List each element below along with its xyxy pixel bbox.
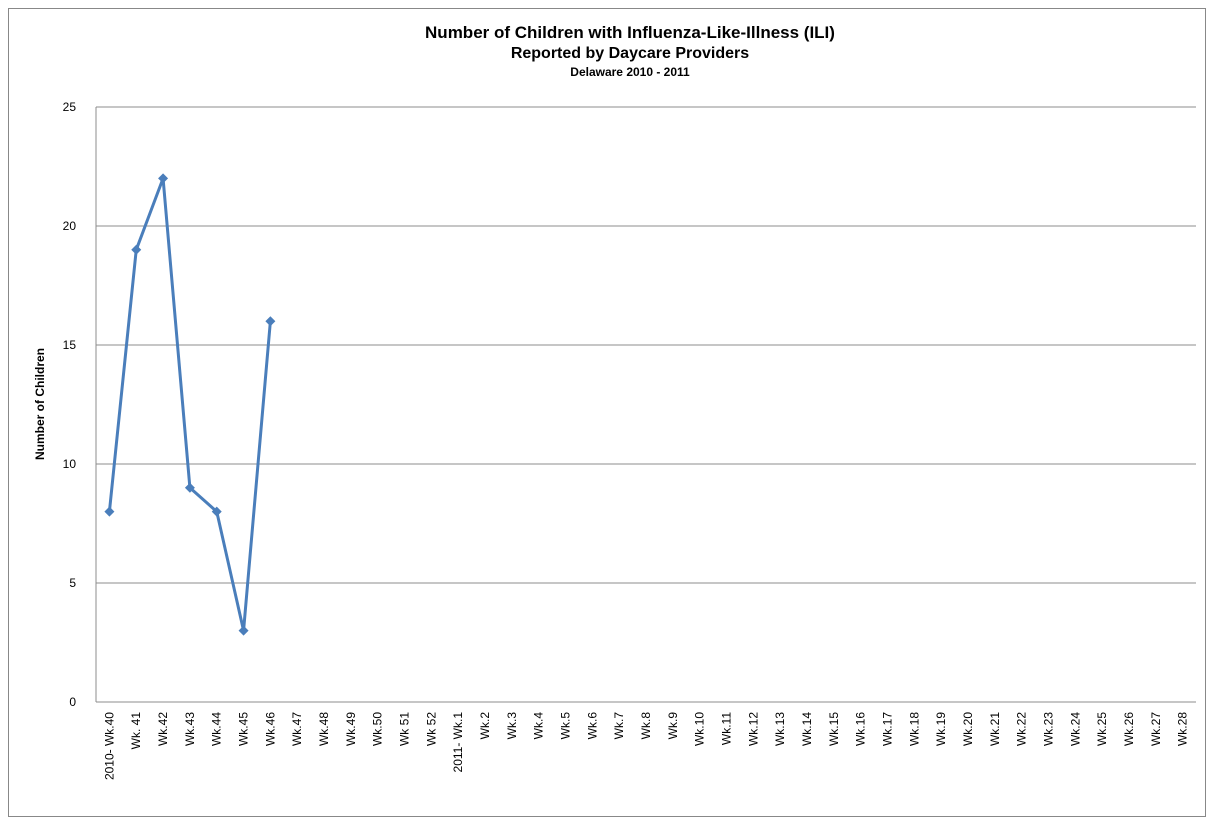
x-tick-label: Wk.6 xyxy=(585,712,599,740)
x-tick-label: Wk.43 xyxy=(183,712,197,746)
x-tick-label: Wk.9 xyxy=(666,712,680,740)
x-tick-label: Wk.4 xyxy=(532,712,546,740)
data-marker xyxy=(158,173,169,184)
x-tick-label: Wk.25 xyxy=(1095,712,1109,746)
x-tick-label: Wk.47 xyxy=(290,712,304,746)
y-tick-label: 5 xyxy=(69,576,76,590)
chart-title: Number of Children with Influenza-Like-I… xyxy=(425,23,835,42)
data-marker xyxy=(104,506,115,517)
x-tick-label: Wk.20 xyxy=(961,712,975,746)
x-tick-label: Wk.27 xyxy=(1149,712,1163,746)
data-marker xyxy=(131,244,142,255)
x-tick-label: Wk.12 xyxy=(746,712,760,746)
x-tick-label: Wk.8 xyxy=(639,712,653,740)
data-marker xyxy=(265,316,276,327)
x-tick-label: Wk.3 xyxy=(505,712,519,740)
x-tick-label: Wk.46 xyxy=(263,712,277,746)
y-tick-label: 10 xyxy=(63,457,77,471)
x-tick-label: Wk.48 xyxy=(317,712,331,746)
data-marker xyxy=(211,506,222,517)
data-marker xyxy=(184,482,195,493)
x-tick-label: Wk.10 xyxy=(693,712,707,746)
x-tick-label: Wk.7 xyxy=(612,712,626,740)
x-tick-label: 2011- Wk.1 xyxy=(451,712,465,773)
x-tick-label: Wk.17 xyxy=(880,712,894,746)
x-tick-label: Wk 51 xyxy=(398,712,412,746)
x-tick-label: Wk.21 xyxy=(988,712,1002,746)
x-tick-label: Wk.5 xyxy=(559,712,573,740)
x-tick-label: Wk.28 xyxy=(1176,712,1190,746)
x-tick-label: Wk.42 xyxy=(156,712,170,746)
x-tick-label: Wk.45 xyxy=(237,712,251,746)
x-tick-label: Wk.2 xyxy=(478,712,492,740)
x-tick-label: Wk.13 xyxy=(773,712,787,746)
chart-border xyxy=(8,8,1206,817)
chart-subtitle: Reported by Daycare Providers xyxy=(511,45,749,62)
y-tick-label: 25 xyxy=(63,100,77,114)
chart-subtitle: Delaware 2010 - 2011 xyxy=(570,65,690,79)
x-tick-label: Wk.24 xyxy=(1068,712,1082,746)
y-tick-label: 0 xyxy=(69,695,76,709)
x-tick-label: Wk. 41 xyxy=(129,712,143,750)
x-tick-label: Wk.26 xyxy=(1122,712,1136,746)
y-tick-label: 15 xyxy=(63,338,77,352)
x-tick-label: Wk.16 xyxy=(854,712,868,746)
x-tick-label: 2010- Wk.40 xyxy=(102,712,116,780)
x-tick-label: Wk.49 xyxy=(344,712,358,746)
y-axis-label: Number of Children xyxy=(33,348,47,460)
x-tick-label: Wk.50 xyxy=(371,712,385,746)
x-tick-label: Wk 52 xyxy=(424,712,438,746)
x-tick-label: Wk.19 xyxy=(934,712,948,746)
y-tick-label: 20 xyxy=(63,219,77,233)
x-tick-label: Wk.44 xyxy=(210,712,224,746)
x-tick-label: Wk.11 xyxy=(719,712,733,745)
x-tick-label: Wk.15 xyxy=(827,712,841,746)
data-marker xyxy=(238,625,249,636)
x-tick-label: Wk.22 xyxy=(1015,712,1029,746)
x-tick-label: Wk.23 xyxy=(1041,712,1055,746)
x-tick-label: Wk.14 xyxy=(800,712,814,746)
x-tick-label: Wk.18 xyxy=(907,712,921,746)
